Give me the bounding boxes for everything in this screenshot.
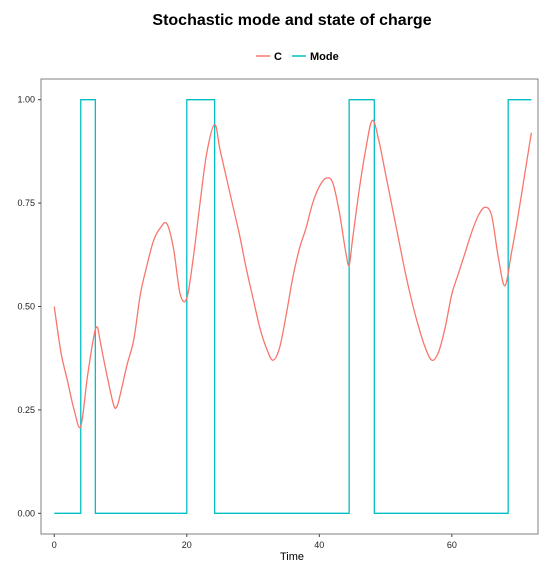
plot-panel (40, 78, 539, 535)
y-tick-label: 0.50 (17, 302, 35, 312)
legend-label-c: C (274, 51, 282, 63)
y-tick-label: 1.00 (17, 95, 35, 105)
x-tick-label: 20 (182, 540, 192, 550)
series-line-mode (54, 99, 532, 514)
legend-label-mode: Mode (310, 51, 339, 63)
series-line-c (53, 119, 533, 429)
y-axis: 0.00 0.25 0.50 0.75 1.00 (17, 95, 41, 518)
x-axis: 0 20 40 60 (52, 534, 457, 550)
x-tick-label: 60 (447, 540, 457, 550)
x-tick-label: 0 (52, 540, 57, 550)
series-layer (53, 99, 533, 514)
chart-title: Stochastic mode and state of charge (152, 12, 431, 29)
legend: C Mode (256, 51, 339, 63)
y-tick-label: 0.25 (17, 405, 35, 415)
x-axis-label: Time (280, 551, 304, 563)
y-tick-label: 0.00 (17, 508, 35, 518)
y-tick-label: 0.75 (17, 198, 35, 208)
x-tick-label: 40 (314, 540, 324, 550)
